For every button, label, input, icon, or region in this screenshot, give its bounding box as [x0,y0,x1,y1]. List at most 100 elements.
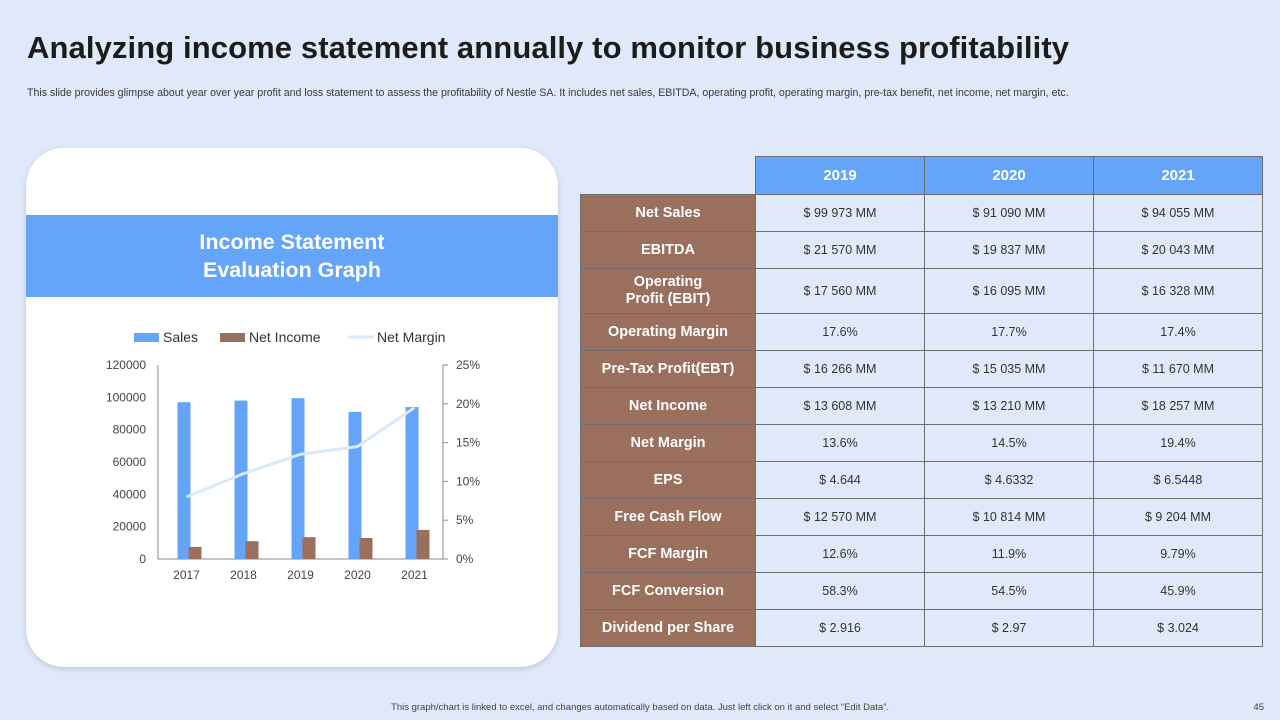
table-row: Operating Margin 17.6% 17.7% 17.4% [580,313,1263,351]
bar-net-income [359,537,373,559]
table-cell: $ 18 257 MM [1093,387,1263,425]
table-corner-cell [580,156,756,195]
table-cell: $ 4.6332 [924,461,1094,499]
table-cell: $ 11 670 MM [1093,350,1263,388]
row-label: FCF Margin [580,535,756,573]
page-number: 45 [1253,702,1264,713]
bar-sales [405,407,419,559]
table-cell: $ 2.916 [755,609,925,647]
x-tick-label: 2021 [401,568,428,582]
table-cell: $ 91 090 MM [924,194,1094,232]
legend-label-net-margin: Net Margin [377,329,445,345]
table-row: Pre-Tax Profit(EBT) $ 16 266 MM $ 15 035 M… [580,350,1263,388]
y-tick-label: 80000 [113,423,147,437]
table-row: Dividend per Share $ 2.916 $ 2.97 $ 3.024 [580,609,1263,647]
table-cell: $ 4.644 [755,461,925,499]
row-label: FCF Conversion [580,572,756,610]
table-cell: $ 20 043 MM [1093,231,1263,269]
table-cell: $ 99 973 MM [755,194,925,232]
bar-net-income [188,546,202,559]
table-cell: $ 3.024 [1093,609,1263,647]
row-label: Free Cash Flow [580,498,756,536]
row-label: Dividend per Share [580,609,756,647]
income-statement-chart[interactable]: 120000 100000 80000 60000 40000 20000 0 25% 20% 1… [26,148,558,667]
table-cell: $ 16 328 MM [1093,268,1263,314]
bar-sales [234,400,248,559]
year-header: 2021 [1093,156,1263,195]
table-cell: 12.6% [755,535,925,573]
bar-sales [177,402,191,559]
legend-swatch-sales [134,333,159,342]
table-cell: $ 21 570 MM [755,231,925,269]
table-row: FCF Margin 12.6% 11.9% 9.79% [580,535,1263,573]
y-tick-label: 40000 [113,487,147,501]
table-cell: $ 17 560 MM [755,268,925,314]
y2-tick-label: 15% [456,436,480,450]
chart-card: Income Statement Evaluation Graph 120000… [26,148,558,667]
table-row: Net Sales $ 99 973 MM $ 91 090 MM $ 94 055 … [580,194,1263,232]
footer-note: This graph/chart is linked to excel, and… [391,702,889,713]
table-header-row: 2019 2020 2021 [580,156,1263,195]
table-cell: $ 9 204 MM [1093,498,1263,536]
table-cell: $ 13 210 MM [924,387,1094,425]
legend-swatch-net-income [220,333,245,342]
y-tick-label: 100000 [106,390,146,404]
row-label: Net Sales [580,194,756,232]
table-cell: $ 10 814 MM [924,498,1094,536]
y2-tick-label: 25% [456,358,480,372]
x-tick-label: 2019 [287,568,314,582]
table-cell: 17.4% [1093,313,1263,351]
table-cell: $ 16 095 MM [924,268,1094,314]
row-label: EPS [580,461,756,499]
table-row: Free Cash Flow $ 12 570 MM $ 10 814 MM $ 9 … [580,498,1263,536]
row-label: Operating Margin [580,313,756,351]
y-tick-label: 20000 [113,520,147,534]
y2-tick-label: 10% [456,474,480,488]
page-subtitle: This slide provides glimpse about year o… [27,87,1069,99]
x-tick-label: 2017 [173,568,200,582]
row-label: Pre-Tax Profit(EBT) [580,350,756,388]
row-label: EBITDA [580,231,756,269]
table-cell: 54.5% [924,572,1094,610]
chart-banner-title: Income Statement Evaluation Graph [199,230,385,282]
table-cell: 45.9% [1093,572,1263,610]
x-tick-label: 2020 [344,568,371,582]
table-row: Net Income $ 13 608 MM $ 13 210 MM $ 18 257… [580,387,1263,425]
table-row: FCF Conversion 58.3% 54.5% 45.9% [580,572,1263,610]
table-cell: $ 15 035 MM [924,350,1094,388]
row-label: Net Income [580,387,756,425]
year-header: 2020 [924,156,1094,195]
chart-banner: Income Statement Evaluation Graph [26,215,558,297]
bar-net-income [302,537,316,559]
y-tick-label: 60000 [113,455,147,469]
y-tick-label: 120000 [106,358,146,372]
table-cell: $ 19 837 MM [924,231,1094,269]
income-statement-table: 2019 2020 2021 Net Sales $ 99 973 MM $ 91 … [580,156,1263,647]
table-cell: 17.6% [755,313,925,351]
table-cell: $ 16 266 MM [755,350,925,388]
table-row: Operating Profit (EBIT) $ 17 560 MM $ 16 0… [580,268,1263,314]
y-tick-label: 0 [139,552,146,566]
table-cell: $ 13 608 MM [755,387,925,425]
table-cell: 13.6% [755,424,925,462]
bar-sales [348,411,362,559]
table-cell: $ 6.5448 [1093,461,1263,499]
table-row: EPS $ 4.644 $ 4.6332 $ 6.5448 [580,461,1263,499]
y2-tick-label: 0% [456,552,474,566]
bar-net-income [245,541,259,559]
bar-sales [291,398,305,559]
legend-label-net-income: Net Income [249,329,321,345]
table-row: EBITDA $ 21 570 MM $ 19 837 MM $ 20 043 MM [580,231,1263,269]
table-cell: $ 12 570 MM [755,498,925,536]
table-cell: 17.7% [924,313,1094,351]
table-cell: 11.9% [924,535,1094,573]
table-row: Net Margin 13.6% 14.5% 19.4% [580,424,1263,462]
table-cell: $ 94 055 MM [1093,194,1263,232]
table-cell: 9.79% [1093,535,1263,573]
bar-net-income [416,529,430,559]
year-header: 2019 [755,156,925,195]
x-tick-label: 2018 [230,568,257,582]
y2-tick-label: 5% [456,513,474,527]
table-cell: 19.4% [1093,424,1263,462]
table-cell: 14.5% [924,424,1094,462]
